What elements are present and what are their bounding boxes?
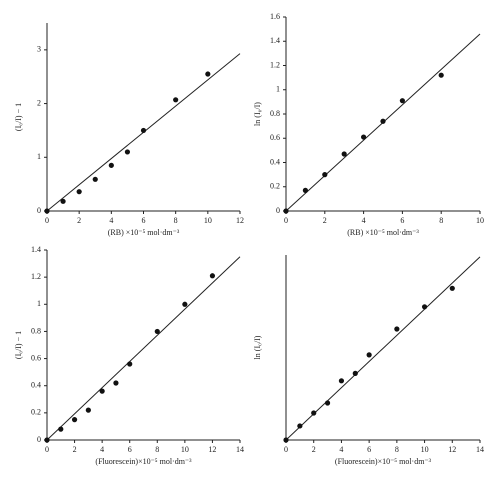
data-point bbox=[449, 285, 455, 291]
x-tick-label: 2 bbox=[312, 445, 316, 454]
x-axis-label: (RB) ×10⁻⁵ mol·dm⁻³ bbox=[108, 228, 180, 237]
y-axis-label: ln (I₀/I) bbox=[253, 102, 262, 126]
data-point bbox=[311, 410, 317, 416]
data-point bbox=[438, 72, 444, 78]
data-point bbox=[154, 328, 160, 335]
data-point bbox=[209, 273, 216, 279]
data-point bbox=[58, 426, 64, 432]
data-point bbox=[352, 370, 358, 376]
x-tick-label: 0 bbox=[45, 216, 49, 225]
y-tick-label: 0 bbox=[276, 206, 280, 215]
x-tick-label: 4 bbox=[109, 216, 113, 225]
data-point bbox=[85, 407, 91, 413]
data-point bbox=[421, 304, 428, 310]
x-tick-label: 8 bbox=[174, 216, 178, 225]
data-point bbox=[394, 326, 400, 332]
y-tick-label: 1.4 bbox=[31, 245, 41, 254]
data-point bbox=[113, 380, 119, 386]
x-tick-label: 10 bbox=[476, 216, 484, 225]
x-tick-label: 4 bbox=[339, 445, 343, 454]
y-tick-label: 0 bbox=[37, 206, 41, 215]
data-point bbox=[108, 162, 114, 168]
data-point bbox=[124, 149, 131, 155]
data-point bbox=[44, 208, 50, 214]
x-tick-label: 8 bbox=[155, 445, 159, 454]
data-point bbox=[366, 352, 372, 358]
x-tick-label: 6 bbox=[142, 216, 146, 225]
x-axis-label: (Fluorescein)×10⁻⁵ mol·dm⁻³ bbox=[335, 457, 432, 466]
y-tick-label: 0.2 bbox=[270, 182, 280, 191]
fit-line bbox=[285, 256, 481, 441]
data-point bbox=[283, 437, 289, 443]
x-tick-label: 6 bbox=[400, 216, 404, 225]
y-tick-label: 0.2 bbox=[31, 408, 41, 417]
x-tick-label: 10 bbox=[204, 216, 212, 225]
data-point bbox=[44, 437, 50, 443]
data-point bbox=[341, 151, 347, 157]
y-tick-label: 0 bbox=[37, 435, 41, 444]
x-tick-label: 4 bbox=[100, 445, 104, 454]
y-axis-label: (I₀/I) − 1 bbox=[14, 103, 23, 131]
y-axis-label: ln (I₀/I) bbox=[253, 335, 262, 359]
data-point bbox=[302, 187, 308, 193]
x-tick-label: 14 bbox=[236, 445, 244, 454]
x-tick-label: 8 bbox=[439, 216, 443, 225]
x-tick-label: 2 bbox=[73, 445, 77, 454]
x-tick-label: 6 bbox=[128, 445, 132, 454]
x-tick-label: 0 bbox=[284, 216, 288, 225]
y-tick-label: 1.2 bbox=[31, 272, 41, 281]
data-point bbox=[140, 127, 147, 134]
y-tick-label: 1.6 bbox=[270, 12, 280, 21]
data-point bbox=[361, 134, 367, 140]
data-point bbox=[99, 388, 105, 394]
y-tick-label: 0.8 bbox=[270, 109, 280, 118]
data-point bbox=[205, 71, 211, 77]
x-tick-label: 12 bbox=[208, 445, 216, 454]
x-tick-label: 2 bbox=[77, 216, 81, 225]
x-tick-label: 12 bbox=[236, 216, 244, 225]
data-point bbox=[338, 378, 345, 384]
data-point bbox=[297, 423, 303, 429]
fit-line bbox=[46, 256, 241, 441]
x-tick-label: 2 bbox=[323, 216, 327, 225]
x-tick-label: 14 bbox=[476, 445, 484, 454]
y-tick-label: 2 bbox=[37, 98, 41, 107]
x-tick-label: 10 bbox=[181, 445, 189, 454]
x-tick-label: 8 bbox=[395, 445, 399, 454]
y-tick-label: 1 bbox=[276, 85, 280, 94]
x-tick-label: 10 bbox=[421, 445, 429, 454]
x-tick-label: 6 bbox=[367, 445, 371, 454]
y-tick-label: 1.4 bbox=[270, 36, 280, 45]
data-point bbox=[182, 301, 188, 307]
data-point bbox=[76, 189, 82, 195]
y-tick-label: 1.2 bbox=[270, 60, 280, 69]
x-tick-label: 0 bbox=[284, 445, 288, 454]
y-tick-label: 0.8 bbox=[31, 326, 41, 335]
x-tick-label: 12 bbox=[448, 445, 456, 454]
data-point bbox=[173, 97, 179, 103]
x-axis-label: (RB) ×10⁻⁵ mol·dm⁻³ bbox=[347, 228, 419, 237]
data-point bbox=[71, 417, 78, 423]
data-point bbox=[322, 172, 328, 178]
y-tick-label: 3 bbox=[37, 45, 41, 54]
y-tick-label: 0.6 bbox=[270, 133, 280, 142]
y-axis-label: (I₀/I) − 1 bbox=[14, 331, 23, 359]
y-tick-label: 1 bbox=[37, 299, 41, 308]
data-point bbox=[60, 198, 66, 204]
y-tick-label: 0.4 bbox=[31, 381, 41, 390]
data-point bbox=[399, 98, 405, 104]
data-point bbox=[380, 118, 386, 124]
data-point bbox=[127, 361, 133, 367]
y-tick-label: 0.6 bbox=[31, 353, 41, 362]
x-axis-label: (Fluorescein)×10⁻⁵ mol·dm⁻³ bbox=[95, 457, 192, 466]
data-point bbox=[283, 208, 289, 214]
y-tick-label: 1 bbox=[37, 152, 41, 161]
x-tick-label: 4 bbox=[362, 216, 366, 225]
data-point bbox=[324, 400, 331, 406]
y-tick-label: 0.4 bbox=[270, 157, 280, 166]
data-point bbox=[92, 176, 98, 182]
x-tick-label: 0 bbox=[45, 445, 49, 454]
